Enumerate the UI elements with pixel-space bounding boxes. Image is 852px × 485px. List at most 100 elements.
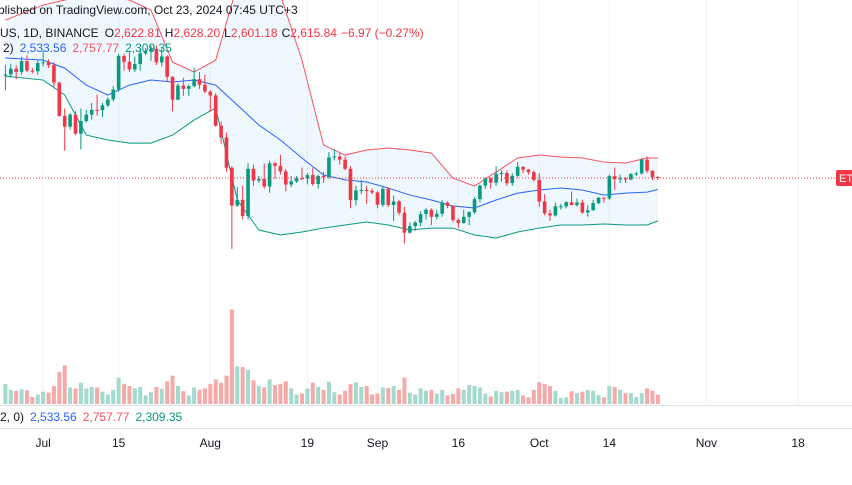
volume-bar (305, 388, 310, 404)
volume-bar (483, 393, 488, 404)
volume-bar (504, 391, 509, 404)
volume-bar (240, 367, 245, 404)
candle-body (461, 216, 466, 223)
volume-bar (68, 387, 73, 404)
legend-text: 2,601.18 (231, 26, 278, 40)
candle-body (645, 159, 649, 171)
candle-body (542, 201, 547, 214)
candle-body (84, 114, 89, 122)
volume-bar (283, 381, 288, 404)
volume-bar (639, 393, 644, 404)
volume-bar (380, 387, 385, 404)
candle-body (612, 176, 617, 180)
volume-bar (364, 386, 369, 404)
volume-bar (3, 384, 8, 404)
volume-bar (499, 392, 504, 404)
x-tick-label: Oct (530, 436, 549, 450)
volume-bar (628, 393, 633, 404)
volume-bar (542, 384, 547, 404)
candle-body (100, 105, 105, 111)
candle-body (133, 64, 137, 70)
volume-bar (289, 388, 294, 404)
volume-bar (273, 385, 278, 404)
candle-body (456, 220, 461, 223)
candle-body (68, 114, 72, 127)
volume-bar (73, 388, 78, 404)
volume-bar (418, 388, 423, 404)
candle-body (381, 188, 385, 205)
candle-body (332, 156, 337, 158)
volume-bar (413, 394, 418, 404)
candle-body (623, 178, 628, 180)
volume-bar (8, 389, 13, 404)
candle-body (257, 178, 261, 181)
candle-body (208, 91, 213, 96)
volume-bar (558, 397, 563, 404)
x-tick-label: 16 (452, 436, 466, 450)
candle-body (116, 56, 121, 90)
volume-bar (370, 394, 375, 404)
candle-body (122, 56, 126, 62)
volume-bar (246, 369, 251, 404)
volume-bar (197, 389, 202, 404)
price-tag: ETH (839, 173, 852, 185)
candle-body (25, 61, 29, 71)
volume-bar (569, 391, 574, 404)
candle-body (532, 172, 536, 180)
x-tick-label: Sep (367, 436, 389, 450)
volume-bar (116, 377, 121, 404)
volume-bar (316, 386, 321, 404)
candle-body (505, 173, 509, 184)
candle-body (386, 188, 391, 206)
candle-body (224, 137, 229, 168)
candle-body (397, 201, 401, 213)
candle-body (111, 89, 116, 100)
volume-bar (645, 388, 650, 404)
volume-bar (111, 389, 116, 404)
volume-bar (159, 388, 164, 404)
candle-body (488, 178, 493, 183)
candle-body (553, 206, 558, 216)
volume-bar (41, 391, 46, 404)
candle-body (278, 165, 283, 172)
volume-bar (553, 390, 558, 404)
candle-body (35, 63, 40, 72)
candle-body (46, 62, 51, 66)
candle-body (429, 209, 434, 217)
volume-bar (24, 390, 29, 404)
candle-body (472, 199, 477, 213)
legend-text: 2, 0) (0, 410, 24, 424)
candle-body (343, 159, 347, 169)
volume-bar (591, 390, 596, 404)
candle-body (230, 167, 234, 206)
candle-body (305, 175, 310, 179)
volume-bar (148, 392, 153, 404)
candle-body (639, 159, 644, 174)
candle-body (246, 168, 250, 216)
volume-bar (397, 389, 402, 404)
legend-text: H (165, 26, 174, 40)
volume-bar (337, 394, 342, 404)
candle-body (138, 53, 143, 65)
legend-text: 2,533.56 (20, 41, 67, 55)
volume-bar (564, 397, 569, 404)
volume-bar (310, 382, 315, 404)
volume-bar (580, 391, 585, 404)
candle-body (14, 68, 18, 72)
candle-body (197, 79, 202, 85)
x-tick-label: 19 (301, 436, 315, 450)
candle-body (127, 61, 132, 70)
candle-body (3, 74, 8, 76)
volume-bar (165, 381, 170, 404)
volume-bar (391, 386, 396, 404)
volume-bar (299, 393, 304, 404)
candle-body (273, 163, 277, 166)
volume-bar (461, 389, 466, 404)
volume-bar (122, 384, 127, 404)
volume-bar (343, 390, 348, 404)
volume-bar (537, 382, 542, 404)
volume-bar (192, 387, 197, 404)
price-tag-box (836, 169, 852, 186)
volume-bar (477, 387, 482, 404)
volume-bar (596, 395, 601, 404)
